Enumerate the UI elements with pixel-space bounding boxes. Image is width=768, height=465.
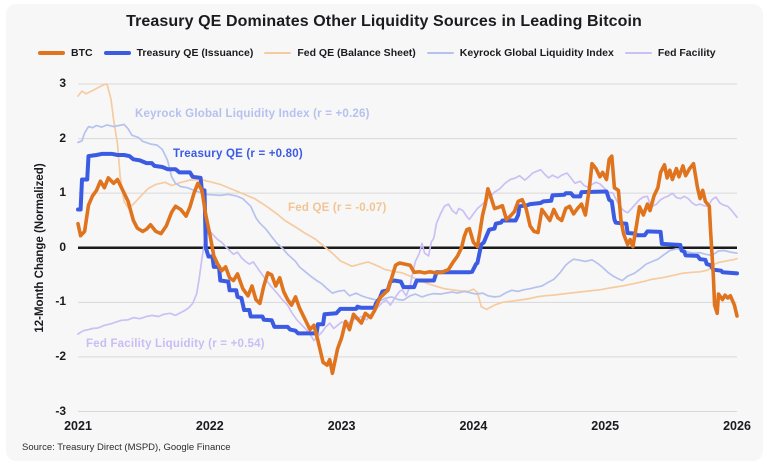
x-tick-label: 2024 [459,419,488,433]
legend-label: BTC [71,47,93,59]
source-note: Source: Treasury Direct (MSPD), Google F… [22,442,231,453]
legend-item: Fed QE (Balance Sheet) [264,47,416,59]
legend-swatch [103,51,131,55]
legend-label: Fed Facility [657,47,716,59]
legend-label: Treasury QE (Issuance) [136,47,254,59]
y-tick-label: -2 [55,348,66,363]
y-tick-label: 2 [59,130,66,145]
y-tick-label: -3 [55,403,66,418]
annotation: Keyrock Global Liquidity Index (r = +0.2… [135,108,370,120]
legend-swatch [264,51,292,55]
x-tick-label: 2026 [723,419,751,433]
series-line-btc [76,154,739,376]
legend-label: Fed QE (Balance Sheet) [297,47,416,59]
annotation: Fed QE (r = -0.07) [288,202,387,214]
legend-item: Keyrock Global Liquidity Index [426,47,614,59]
x-tick-label: 2025 [591,419,620,433]
x-tick-label: 2021 [64,419,92,433]
chart-title: Treasury QE Dominates Other Liquidity So… [126,13,642,30]
x-tick-label: 2023 [327,419,356,433]
annotation: Fed Facility Liquidity (r = +0.54) [86,338,265,350]
legend-swatch [38,51,65,55]
x-tick-label: 2022 [195,419,224,433]
legend-label: Keyrock Global Liquidity Index [459,47,614,59]
y-tick-label: 3 [59,76,66,90]
annotation: Treasury QE (r = +0.80) [173,148,303,160]
series-line-fed-facility [77,168,738,342]
legend-swatch [426,51,454,55]
legend-item: Treasury QE (Issuance) [103,47,254,59]
legend-item: BTC [38,47,93,59]
y-tick-label: -1 [55,294,66,309]
y-tick-label: 0 [59,239,66,254]
legend-swatch [624,51,652,55]
legend-item: Fed Facility [624,47,716,59]
series-line-fed-qe [77,83,738,311]
series-line-treasury-qe [76,151,739,336]
y-tick-label: 1 [59,185,66,200]
series-line-keyrock [77,123,738,302]
legend: BTC Treasury QE (Issuance) Fed QE (Balance… [38,45,764,61]
